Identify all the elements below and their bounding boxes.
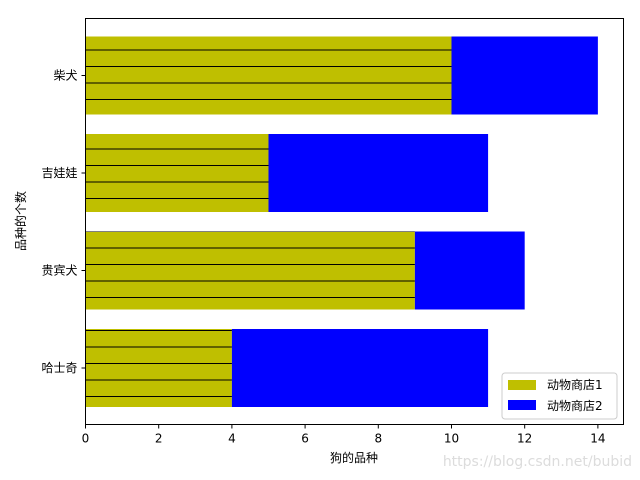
- x-tick-label: 0: [82, 432, 90, 446]
- bar-hatch-1-3: [85, 134, 269, 212]
- plot-frame: [85, 18, 624, 425]
- y-axis-label: 品种的个数: [13, 191, 28, 251]
- x-tick-label: 2: [155, 432, 163, 446]
- y-tick-label: 吉娃娃: [41, 166, 77, 180]
- legend-swatch-series-1: [508, 380, 536, 390]
- bar-hatch-1-1: [85, 329, 232, 407]
- bar-hatch-1-4: [85, 36, 452, 115]
- bar-2-4: [451, 36, 598, 115]
- bars-layer: [85, 36, 598, 407]
- watermark-text: https://blog.csdn.net/bubid: [443, 454, 632, 470]
- bar-hatch-1-2: [85, 231, 415, 310]
- x-tick-label: 4: [228, 432, 236, 446]
- legend: 动物商店1 动物商店2: [501, 372, 618, 420]
- legend-swatch-series-2: [508, 400, 536, 410]
- legend-label-series-2: 动物商店2: [547, 398, 603, 413]
- bar-2-2: [414, 231, 525, 310]
- bar-2-1: [231, 329, 489, 407]
- x-axis-ticks: 0 2 4 6 8 10 12 14: [82, 424, 606, 446]
- x-tick-label: 6: [301, 432, 309, 446]
- y-axis-ticks: 哈士奇 贵宾犬 吉娃娃 柴犬: [41, 69, 86, 375]
- x-tick-label: 10: [444, 432, 459, 446]
- y-tick-label: 哈士奇: [41, 361, 77, 375]
- legend-label-series-1: 动物商店1: [547, 377, 603, 392]
- x-axis-label: 狗的品种: [330, 450, 378, 465]
- y-tick-label: 柴犬: [53, 69, 77, 83]
- y-tick-label: 贵宾犬: [41, 263, 77, 278]
- x-tick-label: 12: [517, 432, 532, 446]
- bar-2-3: [268, 134, 489, 212]
- x-tick-label: 8: [374, 432, 382, 446]
- x-tick-label: 14: [590, 432, 605, 446]
